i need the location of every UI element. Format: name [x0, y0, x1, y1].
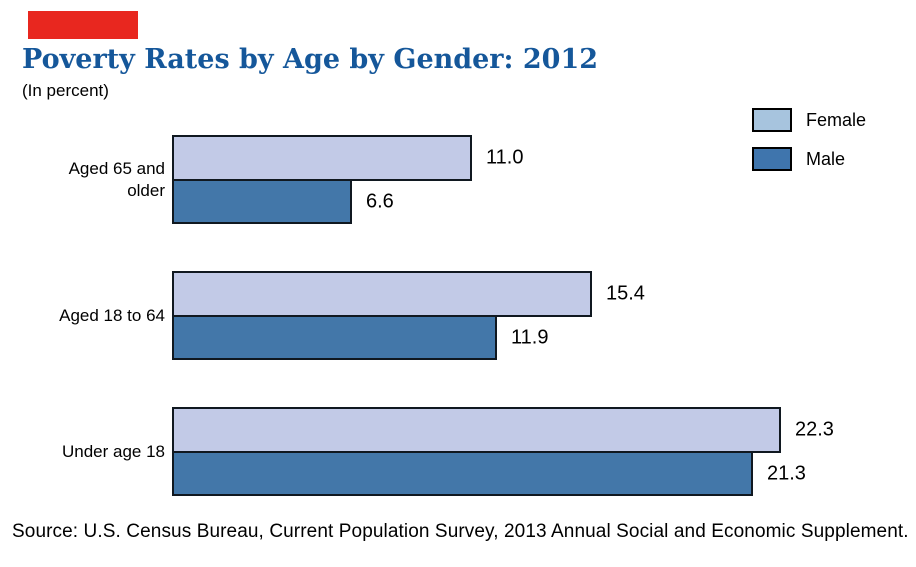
value-label: 15.4 [606, 282, 645, 305]
bar-group-2: Under age 18 22.3 21.3 [0, 407, 916, 497]
bar-male-1: 11.9 [172, 315, 548, 360]
bar-male-2: 21.3 [172, 451, 806, 496]
red-mark-block [28, 11, 138, 39]
bar-male-0: 6.6 [172, 179, 394, 224]
legend-swatch-male [752, 147, 792, 171]
bar-female-2: 22.3 [172, 407, 834, 453]
category-label: Aged 65 and older [68, 159, 165, 200]
category-label: Aged 18 to 64 [59, 306, 165, 325]
value-label: 6.6 [366, 190, 394, 212]
bar-group-1: Aged 18 to 64 15.4 11.9 [0, 271, 916, 361]
value-label: 11.0 [486, 146, 524, 169]
legend-entry-female: Female [752, 108, 866, 132]
chart-subtitle: (In percent) [22, 81, 109, 100]
bar-female-0: 11.0 [172, 135, 523, 181]
legend-entry-male: Male [752, 147, 866, 171]
legend-label-female: Female [806, 110, 867, 130]
page-title: Poverty Rates by Age by Gender: 2012 [22, 44, 599, 75]
legend: Female Male [752, 108, 866, 171]
legend-swatch-female [752, 108, 792, 132]
bar-group-0: Aged 65 and older 11.0 6.6 [0, 135, 916, 225]
value-label: 22.3 [795, 418, 834, 441]
value-label: 11.9 [511, 326, 549, 348]
source-note: Source: U.S. Census Bureau, Current Popu… [12, 521, 909, 542]
legend-label-male: Male [806, 149, 846, 169]
value-label: 21.3 [767, 462, 806, 484]
bar-female-1: 15.4 [172, 271, 645, 317]
category-label: Under age 18 [61, 442, 165, 461]
